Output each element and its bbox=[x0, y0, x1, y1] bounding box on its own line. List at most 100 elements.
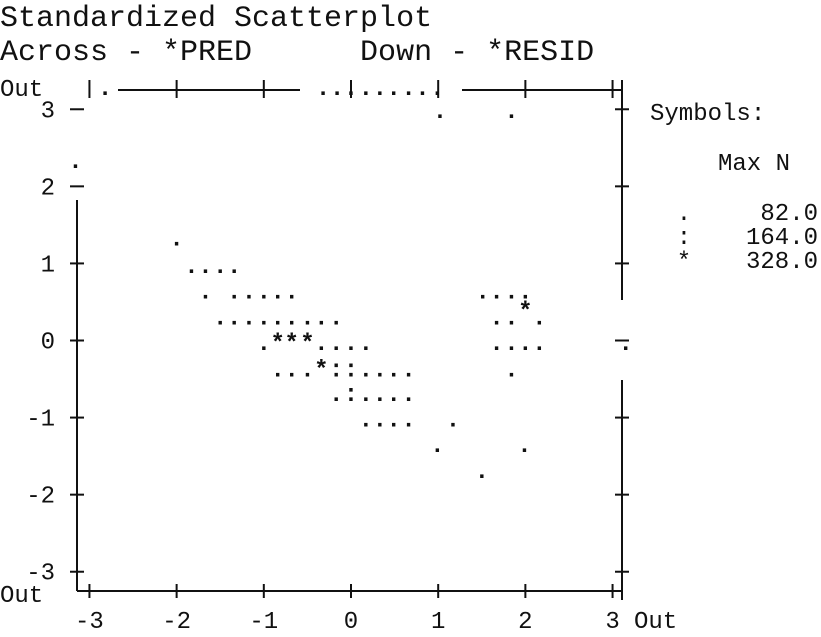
out-label: Out bbox=[0, 583, 43, 610]
point: . bbox=[430, 76, 444, 103]
point: . bbox=[518, 279, 532, 306]
x-tick-label: -2 bbox=[162, 609, 191, 636]
out-label: Out bbox=[634, 609, 677, 636]
point: * bbox=[271, 331, 285, 358]
point: . bbox=[359, 382, 373, 409]
point: . bbox=[504, 357, 518, 384]
point: . bbox=[344, 76, 358, 103]
point: . bbox=[329, 331, 343, 358]
legend-header: Max N bbox=[718, 151, 790, 178]
point: . bbox=[169, 226, 183, 253]
y-tick-label: -1 bbox=[26, 407, 55, 434]
point: . bbox=[489, 331, 503, 358]
point: . bbox=[359, 357, 373, 384]
point: . bbox=[401, 407, 415, 434]
legend-symbol: * bbox=[677, 249, 691, 276]
point: . bbox=[359, 407, 373, 434]
point: . bbox=[387, 382, 401, 409]
point: . bbox=[257, 331, 271, 358]
point: . bbox=[227, 279, 241, 306]
legend-symbol: : bbox=[677, 225, 691, 252]
point: . bbox=[329, 306, 343, 333]
point: . bbox=[532, 306, 546, 333]
point: . bbox=[271, 357, 285, 384]
x-tick-label: 3 bbox=[605, 609, 619, 636]
point: . bbox=[271, 279, 285, 306]
point: . bbox=[227, 254, 241, 281]
point: . bbox=[242, 306, 256, 333]
point: . bbox=[257, 306, 271, 333]
legend-title: Symbols: bbox=[650, 101, 765, 128]
point: . bbox=[285, 357, 299, 384]
point: : bbox=[344, 357, 358, 384]
x-tick-label: -3 bbox=[75, 609, 104, 636]
point: . bbox=[227, 306, 241, 333]
point: . bbox=[401, 357, 415, 384]
point: . bbox=[373, 407, 387, 434]
chart-title: Standardized Scatterplot bbox=[0, 2, 432, 36]
point: . bbox=[489, 279, 503, 306]
point: . bbox=[314, 331, 328, 358]
y-tick-label: -2 bbox=[26, 484, 55, 511]
point: . bbox=[387, 76, 401, 103]
point: . bbox=[475, 459, 489, 486]
point: . bbox=[518, 331, 532, 358]
y-tick-label: 3 bbox=[41, 98, 55, 125]
point: . bbox=[446, 407, 460, 434]
point: . bbox=[359, 76, 373, 103]
y-tick-label: -3 bbox=[26, 561, 55, 588]
point: . bbox=[373, 76, 387, 103]
point: . bbox=[415, 76, 429, 103]
point: . bbox=[532, 331, 546, 358]
x-tick-label: 0 bbox=[344, 609, 358, 636]
point: . bbox=[213, 254, 227, 281]
point: . bbox=[271, 306, 285, 333]
point: . bbox=[316, 76, 330, 103]
x-tick-label: 2 bbox=[518, 609, 532, 636]
point: . bbox=[98, 76, 112, 103]
point: . bbox=[387, 407, 401, 434]
point: . bbox=[285, 306, 299, 333]
x-tick-label: 1 bbox=[431, 609, 445, 636]
point: * bbox=[518, 299, 532, 326]
legend-value: 82.0 bbox=[760, 201, 818, 228]
point: . bbox=[198, 254, 212, 281]
x-tick-label: -1 bbox=[249, 609, 278, 636]
point: . bbox=[285, 279, 299, 306]
point: . bbox=[198, 279, 212, 306]
point: . bbox=[213, 306, 227, 333]
point: . bbox=[618, 331, 632, 358]
point: . bbox=[373, 382, 387, 409]
legend-symbol: . bbox=[677, 201, 691, 228]
point: . bbox=[489, 306, 503, 333]
point: . bbox=[242, 279, 256, 306]
point: * bbox=[285, 331, 299, 358]
point: . bbox=[300, 306, 314, 333]
frame bbox=[76, 80, 623, 600]
legend-value: 164.0 bbox=[746, 225, 818, 252]
legend-value: 328.0 bbox=[746, 249, 818, 276]
point: . bbox=[401, 382, 415, 409]
out-label: Out bbox=[0, 77, 43, 104]
point: . bbox=[314, 306, 328, 333]
point: . bbox=[504, 99, 518, 126]
point: . bbox=[184, 254, 198, 281]
point: * bbox=[300, 331, 314, 358]
point: . bbox=[330, 76, 344, 103]
point: . bbox=[373, 357, 387, 384]
point: . bbox=[329, 382, 343, 409]
point: . bbox=[359, 331, 373, 358]
y-tick-label: 2 bbox=[41, 175, 55, 202]
y-tick-label: 0 bbox=[41, 330, 55, 357]
y-tick-label: 1 bbox=[41, 252, 55, 279]
point: * bbox=[314, 357, 328, 384]
point: . bbox=[504, 306, 518, 333]
point: . bbox=[68, 149, 82, 176]
point: . bbox=[401, 76, 415, 103]
point: . bbox=[387, 357, 401, 384]
point: . bbox=[433, 99, 447, 126]
point: . bbox=[517, 433, 531, 460]
point: . bbox=[475, 279, 489, 306]
point: . bbox=[430, 433, 444, 460]
